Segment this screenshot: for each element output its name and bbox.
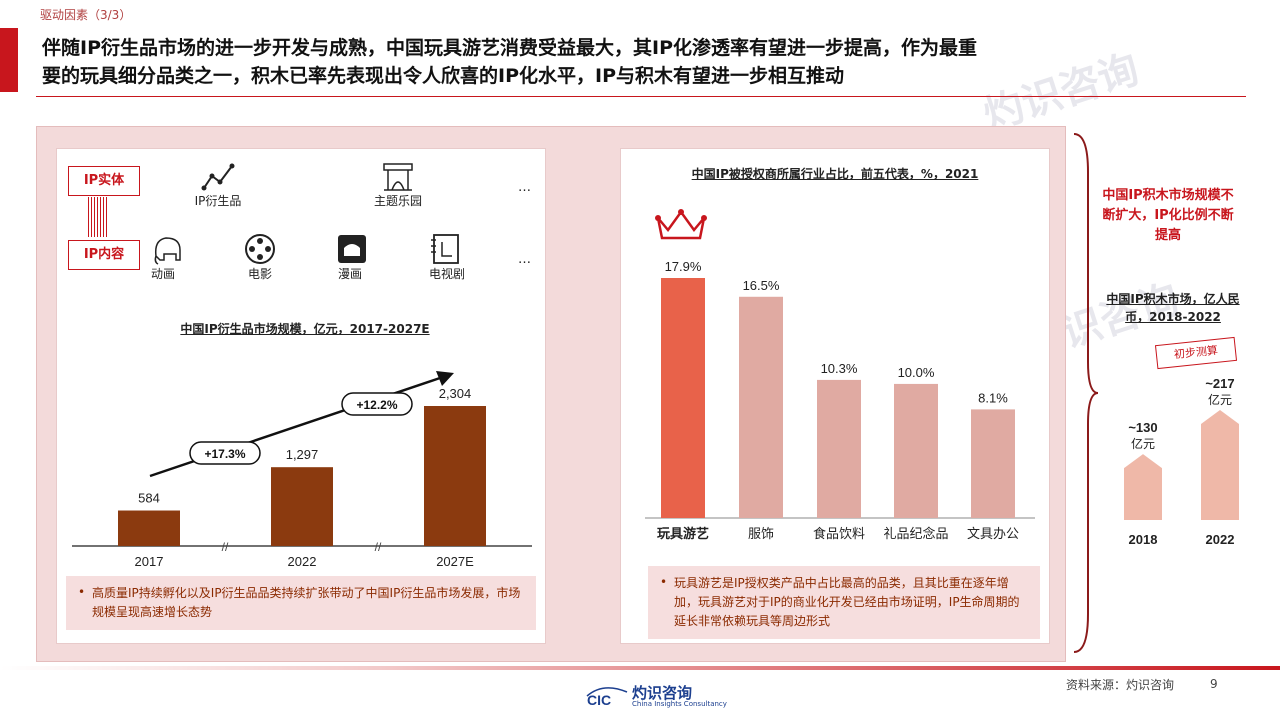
ip-entity-label: IP衍生品 [194,194,242,208]
headline-line-2: 要的玩具细分品类之一，积木已率先表现出令人欣喜的IP化水平，IP与积木有望进一步… [42,65,844,87]
logo-subtext: China Insights Consultancy [632,700,727,708]
section-tag: 驱动因素（3/3） [40,8,132,22]
axis-break: // [375,540,382,554]
bar [894,383,938,518]
data-label: 16.5% [743,278,780,293]
crown-icon [655,209,707,240]
cagr-label: +17.3% [204,447,245,461]
ip-blocks-note: 中国IP积木市场规模不断扩大，IP化比例不断提高 [1102,188,1234,243]
page-title: 伴随IP衍生品市场的进一步开发与成熟，中国玩具游艺消费受益最大，其IP化渗透率有… [42,34,1232,90]
ip-entity-label: 主题乐园 [373,194,422,208]
bar [424,406,486,546]
cic-logo-icon: CIC [586,687,628,708]
data-label: ~217 [1205,376,1234,391]
brace-connector [1073,133,1099,653]
tick-label: 2017 [135,554,164,569]
bar [1124,454,1162,520]
bar [1201,410,1239,520]
headline-line-1: 伴随IP衍生品市场的进一步开发与成熟，中国玩具游艺消费受益最大，其IP化渗透率有… [42,37,977,59]
right-chart-title: 中国IP被授权商所属行业占比，前五代表，%，2021 [691,167,979,181]
bar [271,467,333,546]
left-panel [56,148,546,644]
ip-content-label: 电影 [247,267,272,281]
comic-book-icon [338,235,366,263]
left-bullet-note: 高质量IP持续孵化以及IP衍生品品类持续扩张带动了中国IP衍生品市场发展，市场规… [66,576,536,630]
more-ellipsis: … [518,180,532,195]
tick-label: 2022 [288,554,317,569]
data-label: 2,304 [439,386,472,401]
theme-park-icon [383,163,413,191]
title-divider [36,96,1246,97]
bar [118,510,180,546]
page-number: 9 [1210,677,1218,691]
ip-derivative-market-chart: // // 584 2017 1,297 2022 2,304 2027E +17.3% +12.… [72,371,532,569]
data-label: 1,297 [286,447,319,462]
logo-mark: CIC [587,692,611,708]
right-bullet-note: 玩具游艺是IP授权类产品中占比最高的品类，且其比重在逐年增加，玩具游艺对于IP的… [648,566,1040,639]
data-label: 17.9% [665,259,702,274]
cagr-pill [189,441,261,465]
elephant-icon [154,237,181,265]
data-label: 8.1% [978,390,1008,405]
ip-content-label: 动画 [150,267,175,281]
accent-bar [0,28,18,92]
data-label-unit: 亿元 [1131,436,1155,451]
more-ellipsis: … [518,252,532,267]
tick-label: 玩具游艺 [657,526,709,541]
tag-ip-content: IP内容 [68,240,140,270]
estimate-stamp: 初步测算 [1154,336,1238,370]
tag-connector [88,197,108,237]
data-label: 10.3% [821,361,858,376]
tick-label: 礼品纪念品 [883,526,948,541]
data-label: ~130 [1128,420,1157,435]
tick-label: 2027E [436,554,474,569]
tick-label: 2022 [1206,532,1235,547]
tick-label: 文具办公 [967,526,1019,541]
tick-label: 食品饮料 [813,526,865,541]
cagr-pill [341,392,413,416]
source-note: 资料来源：灼识咨询 [1066,678,1175,692]
growth-arrowhead [436,371,454,386]
data-label-unit: 亿元 [1208,392,1232,407]
bar [739,296,783,518]
data-label: 10.0% [898,365,935,380]
tag-ip-entity: IP实体 [68,166,140,196]
logo-text: 灼识咨询 [632,684,693,702]
ip-licensee-industry-chart: 17.9% 玩具游艺 16.5% 服饰 10.3% 食品饮料 10.0% 礼品纪念品 8.1% 文… [645,259,1035,541]
tick-label: 2018 [1129,532,1158,547]
ip-content-label: 漫画 [337,267,362,281]
trend-line-icon [201,163,235,191]
cagr-label: +12.2% [356,398,397,412]
data-label: 584 [138,491,160,506]
footer-rule [0,666,1280,670]
bar [817,379,861,518]
bar [661,278,705,518]
ip-blocks-chart-title: 中国IP积木市场，亿人民币，2018-2022 [1106,292,1240,324]
bar [971,409,1015,518]
axis-break: // [222,540,229,554]
film-reel-icon [245,234,275,264]
tv-script-icon [431,234,459,264]
tick-label: 服饰 [748,526,774,541]
left-chart-title: 中国IP衍生品市场规模，亿元，2017-2027E [180,322,430,336]
ip-content-label: 电视剧 [428,267,465,281]
